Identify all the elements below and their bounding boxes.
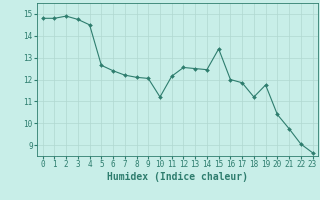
X-axis label: Humidex (Indice chaleur): Humidex (Indice chaleur) — [107, 172, 248, 182]
